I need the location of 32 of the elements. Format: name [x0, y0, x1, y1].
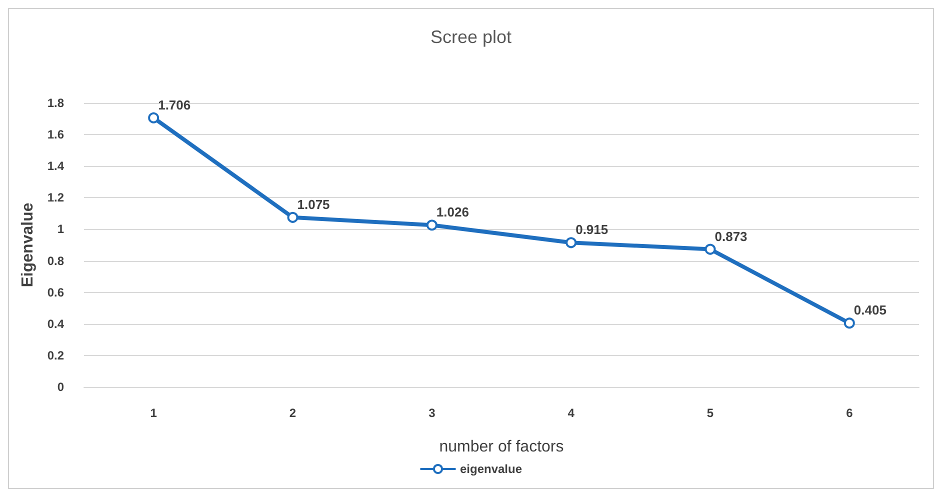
y-axis-title: Eigenvalue — [20, 202, 36, 288]
y-tick-label: 0 — [57, 380, 64, 394]
point — [426, 220, 438, 231]
x-tick-label: 1 — [150, 406, 158, 420]
x-tick-label: 5 — [706, 406, 714, 420]
x-axis-title: number of factors — [439, 438, 564, 456]
x-tick-label: 3 — [428, 406, 436, 420]
y-tick-label: 1.6 — [47, 128, 64, 142]
data-label: 0.915 — [576, 222, 608, 238]
y-tick-label: 0.6 — [47, 285, 64, 300]
legend-label: eigenvalue — [460, 462, 522, 476]
y-tick-label: 1.2 — [47, 190, 64, 205]
x-tick-label: 4 — [568, 406, 575, 420]
data-label: 0.873 — [714, 228, 748, 244]
y-tick-label: 0.4 — [47, 316, 64, 331]
y-tick-label: 1.8 — [47, 96, 64, 110]
x-tick-label: 2 — [289, 406, 296, 420]
point — [844, 318, 855, 329]
y-tick-label: 1 — [57, 222, 64, 236]
point — [148, 112, 160, 124]
y-tick-label: 0.2 — [47, 348, 64, 362]
point — [287, 212, 298, 223]
point — [704, 244, 716, 255]
data-label: 0.405 — [854, 302, 886, 318]
y-tick-label: 1.4 — [47, 159, 64, 174]
data-label: 1.075 — [297, 196, 330, 212]
data-label: 1.706 — [158, 97, 191, 112]
point — [566, 237, 577, 248]
data-label: 1.026 — [436, 204, 469, 220]
y-tick-label: 0.8 — [47, 254, 64, 268]
x-tick-label: 6 — [846, 406, 854, 420]
chart-title: Scree plot — [430, 27, 512, 47]
